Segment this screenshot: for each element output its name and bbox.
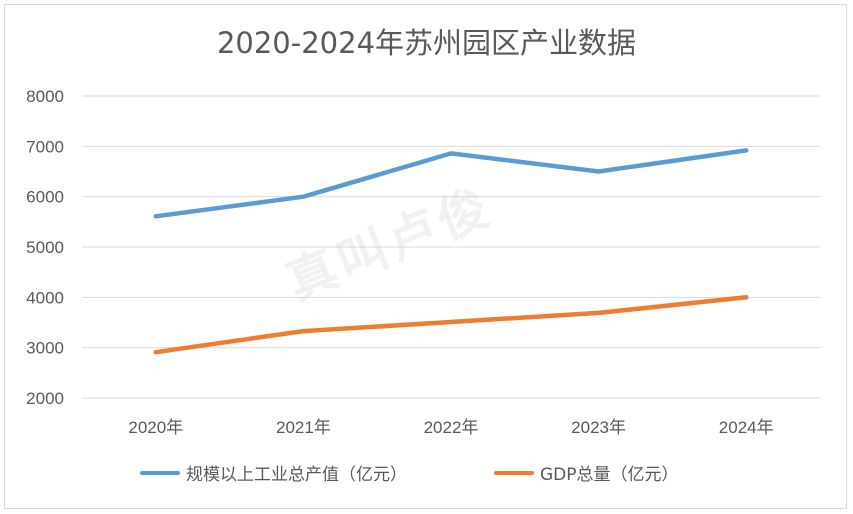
x-tick-label: 2020年 [128,418,183,437]
chart-frame [4,4,847,509]
y-tick-label: 8000 [26,87,64,106]
y-tick-label: 6000 [26,188,64,207]
legend-label-industrial-output: 规模以上工业总产值（亿元） [186,465,407,485]
x-tick-label: 2024年 [719,418,774,437]
legend-item-gdp: GDP总量（亿元） [494,460,679,485]
y-tick-label: 3000 [26,339,64,358]
y-tick-label: 5000 [26,238,64,257]
grid-lines [82,95,820,399]
y-axis-ticks: 2000 3000 4000 5000 6000 7000 8000 [26,87,64,408]
x-tick-label: 2021年 [276,418,331,437]
series-line-1 [153,295,749,355]
chart-title: 2020-2024年苏州园区产业数据 [216,26,637,60]
x-tick-label: 2023年 [571,418,626,437]
y-tick-label: 7000 [26,137,64,156]
series-line-0 [153,148,749,219]
x-axis-ticks: 2020年 2021年 2022年 2023年 2024年 [128,418,773,437]
x-tick-label: 2022年 [424,418,479,437]
legend-swatch-gdp [494,470,534,475]
y-tick-label: 4000 [26,288,64,307]
legend-label-gdp: GDP总量（亿元） [540,465,679,485]
series-group [153,148,749,355]
y-tick-label: 2000 [26,389,64,408]
legend-swatch-industrial-output [140,470,180,475]
legend-item-industrial-output: 规模以上工业总产值（亿元） [140,460,407,485]
